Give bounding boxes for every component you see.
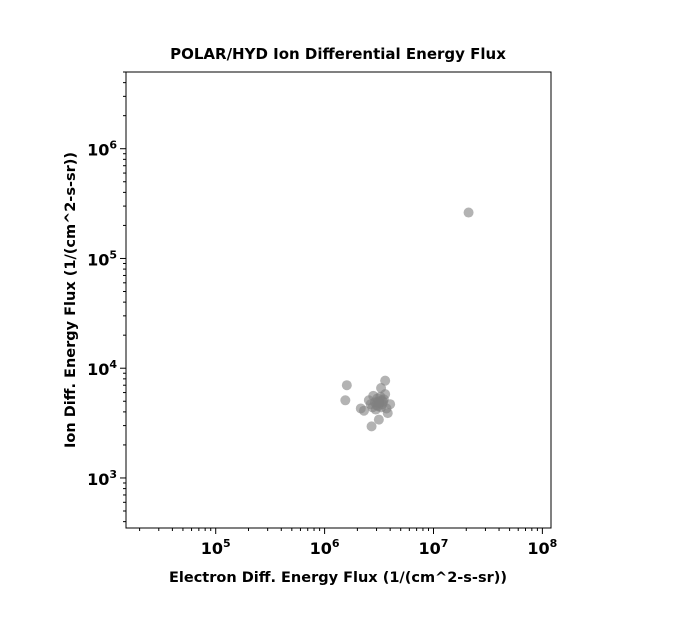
x-tick-label: 105	[201, 537, 231, 558]
y-tick-label: 103	[87, 468, 117, 489]
y-tick-label: 105	[87, 248, 117, 269]
data-point	[380, 389, 391, 400]
y-tick-label: 106	[87, 139, 117, 160]
x-tick-label: 106	[310, 537, 340, 558]
data-point	[380, 375, 391, 386]
y-tick-label: 104	[87, 358, 117, 379]
data-point	[378, 396, 389, 407]
chart-title: POLAR/HYD Ion Differential Energy Flux	[170, 45, 506, 63]
data-point	[373, 414, 384, 425]
data-point	[367, 402, 378, 413]
data-points	[340, 207, 474, 432]
plot-area	[125, 71, 552, 529]
data-point	[341, 380, 352, 391]
x-tick-label: 108	[527, 537, 557, 558]
data-point	[340, 395, 351, 406]
y-axis-label: Ion Diff. Energy Flux (1/(cm^2-s-sr))	[63, 152, 79, 448]
data-point	[463, 207, 474, 218]
data-point	[366, 421, 377, 432]
axis-ticks: 105 106 107 108 103 104 105 106	[87, 71, 557, 558]
data-point	[382, 408, 393, 419]
x-axis-label: Electron Diff. Energy Flux (1/(cm^2-s-sr…	[169, 570, 507, 586]
x-tick-label: 107	[419, 537, 449, 558]
data-point	[358, 405, 369, 416]
